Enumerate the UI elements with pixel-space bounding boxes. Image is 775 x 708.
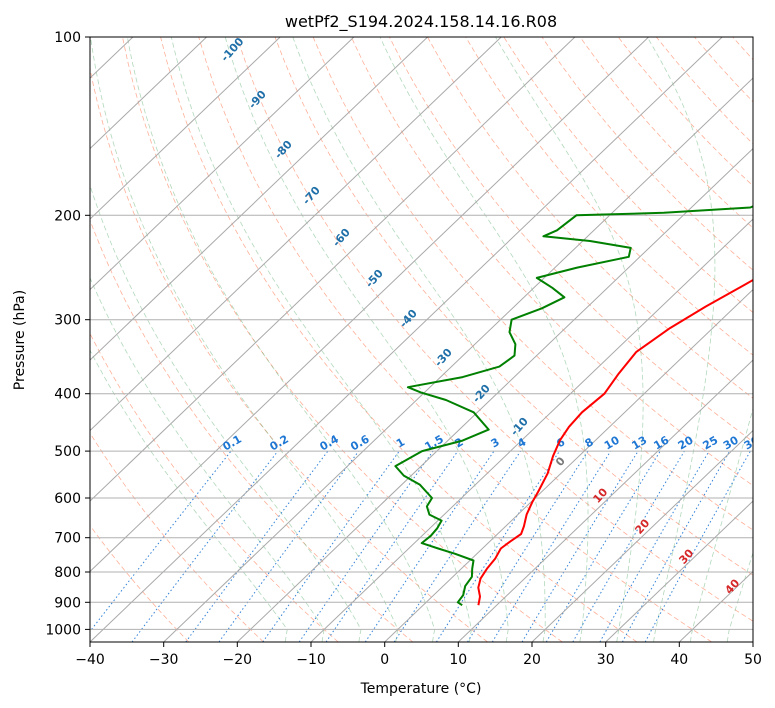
moist-adiabat [726,551,753,642]
background-lines [0,37,775,642]
x-tick-label: −30 [149,652,179,668]
mixing-ratio-line [185,450,329,642]
chart-title: wetPf2_S194.2024.158.14.16.R08 [285,12,557,32]
isotherm [90,37,355,291]
moist-adiabat [90,349,288,642]
moist-adiabat [127,37,436,642]
plot-frame [89,36,754,643]
mixing-ratio-line [298,450,434,642]
moist-adiabat [690,406,753,642]
dry-adiabat [503,37,753,313]
moist-adiabat [90,37,399,642]
x-tick-label: −20 [223,652,253,668]
isotherm [90,37,428,361]
moist-adiabat [292,37,546,642]
x-tick-label: −10 [296,652,326,668]
y-tick-label: 500 [54,444,81,460]
isotherm [236,147,753,642]
y-tick-label: 800 [54,565,81,581]
mixing-ratio-line [467,450,589,642]
isotherm [310,218,753,642]
y-tick-label: 900 [54,595,81,611]
isotherm [90,37,576,502]
y-tick-label: 700 [54,531,81,547]
moist-adiabat [90,184,362,642]
isotherm [90,37,649,573]
moist-adiabat [646,37,716,642]
mixing-ratio-line [621,450,731,642]
profiles [394,205,753,607]
isotherm [90,37,281,220]
mixing-ratio-line [364,450,495,642]
mixing-ratio-line [325,450,459,642]
dry-adiabat [389,37,753,443]
isotherm [531,429,753,642]
y-axis-title: Pressure (hPa) [12,290,28,390]
mixing-ratio-label: 36 [742,433,762,452]
y-tick-label: 300 [54,313,81,329]
dry-adiabat [122,37,563,642]
dry-adiabat [465,37,753,356]
isotherm [90,37,502,432]
isotherm [457,359,753,642]
y-tick-label: 200 [54,208,81,224]
isotherm [605,500,753,642]
dry-adiabat [771,37,775,642]
dewpoint-profile [394,205,753,607]
dry-adiabat [198,37,712,642]
dry-adiabat [90,66,488,642]
moist-adiabat [224,37,509,642]
mixing-ratio-line [491,450,612,642]
x-tick-label: 10 [449,652,467,668]
dry-adiabat [90,524,190,642]
dry-adiabat [160,37,638,642]
x-tick-label: 40 [670,652,688,668]
dry-adiabat [90,218,414,642]
y-axis: 100 200 300 400 500 600 700 800 900 1000 [45,30,90,638]
dry-adiabat [312,37,753,531]
x-tick-label: 50 [744,652,762,668]
y-tick-label: 100 [54,30,81,46]
mixing-ratio-line [262,450,400,642]
y-tick-label: 1000 [45,622,81,638]
temperature-profile [477,278,753,606]
x-tick-label: −40 [75,652,105,668]
isotherm [384,288,753,642]
plot-background [90,37,753,642]
y-tick-label: 600 [54,491,81,507]
x-axis: −40 −30 −20 −10 0 10 20 30 40 50 [75,642,762,668]
dry-adiabat [90,432,264,642]
isotherm [752,641,753,642]
x-axis-title: Temperature (°C) [360,681,482,697]
moist-adiabat [379,37,589,642]
mixing-ratio-line [218,450,360,642]
x-tick-label: 0 [380,652,389,668]
x-tick-label: 20 [523,652,541,668]
dry-adiabat [274,37,753,576]
x-tick-label: 30 [597,652,615,668]
mixing-ratio-line [521,450,639,642]
moist-adiabat [495,37,644,642]
isotherm [90,37,723,642]
mixing-ratio-line [435,450,560,642]
y-tick-label: 400 [54,387,81,403]
isotherm [90,37,207,150]
isotherm [163,77,753,642]
isotherm [0,37,59,642]
